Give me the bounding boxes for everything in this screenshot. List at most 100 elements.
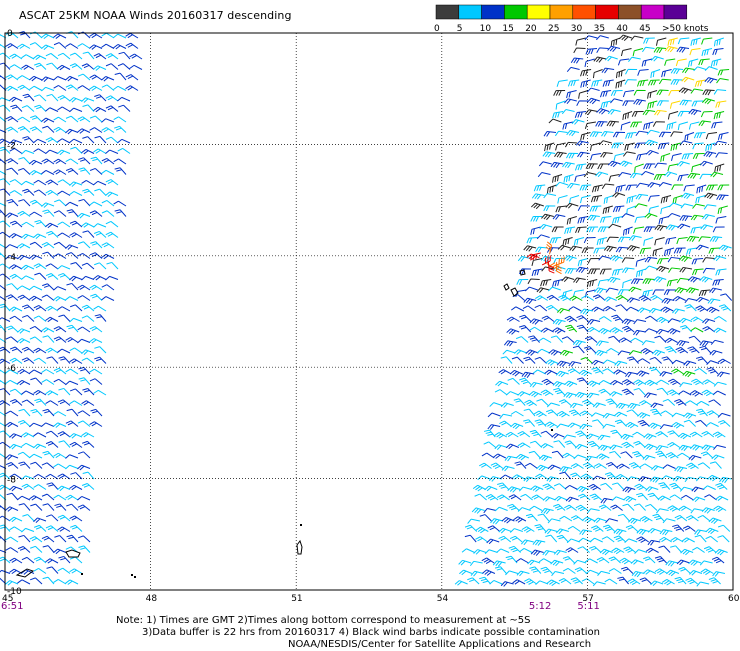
wind-barb xyxy=(93,65,107,71)
wind-barb xyxy=(705,535,719,543)
wind-barb xyxy=(573,454,587,460)
wind-barb xyxy=(581,578,595,585)
wind-barb xyxy=(523,356,536,364)
wind-barb xyxy=(5,116,19,123)
wind-barb xyxy=(45,525,59,532)
wind-barb xyxy=(77,73,91,81)
wind-barb xyxy=(620,121,631,131)
wind-barb xyxy=(712,390,726,396)
wind-barb xyxy=(540,389,554,397)
wind-barb xyxy=(622,279,632,289)
wind-barb xyxy=(33,189,47,196)
wind-barb xyxy=(656,379,670,385)
wind-barb xyxy=(715,482,728,490)
wind-barb xyxy=(65,420,79,427)
wind-barb xyxy=(597,163,610,170)
wind-barb xyxy=(664,58,676,66)
wind-barb xyxy=(595,121,608,127)
wind-barb xyxy=(612,482,625,490)
wind-barb xyxy=(89,127,103,133)
wind-barb xyxy=(677,432,692,440)
wind-barb xyxy=(702,89,715,96)
wind-barb xyxy=(584,109,598,115)
wind-barb xyxy=(622,151,636,157)
wind-barb xyxy=(566,90,577,99)
wind-barb xyxy=(576,324,589,333)
wind-barb xyxy=(513,398,526,406)
wind-barb xyxy=(484,485,498,492)
wind-barb xyxy=(625,184,638,191)
wind-barb xyxy=(633,387,646,396)
wind-barb xyxy=(500,474,514,480)
wind-barb xyxy=(33,443,47,450)
wind-barb xyxy=(578,537,592,543)
wind-barb xyxy=(617,576,629,585)
wind-barb xyxy=(21,64,35,70)
wind-barb xyxy=(516,279,529,285)
wind-barb xyxy=(715,100,727,108)
wind-barb xyxy=(21,399,35,406)
wind-barb xyxy=(30,408,43,417)
wind-barb xyxy=(117,63,131,70)
wind-barb xyxy=(699,160,713,167)
wind-barb xyxy=(654,109,667,116)
wind-barb xyxy=(89,368,103,375)
wind-barb xyxy=(672,308,685,315)
wind-barb xyxy=(29,241,43,249)
wind-barb xyxy=(596,557,610,564)
wind-barb xyxy=(559,399,572,406)
wind-barb xyxy=(562,567,576,574)
wind-barb xyxy=(529,505,543,511)
wind-barb xyxy=(671,359,685,365)
wind-barb xyxy=(0,358,11,364)
wind-barb xyxy=(585,569,599,575)
wind-barb xyxy=(500,356,513,364)
wind-barb xyxy=(692,142,704,150)
wind-barb xyxy=(41,535,55,543)
wind-barb xyxy=(628,56,641,62)
wind-barb xyxy=(29,42,43,49)
wind-barb xyxy=(642,454,656,461)
wind-barb xyxy=(687,346,700,354)
wind-barb xyxy=(53,579,67,585)
wind-barb xyxy=(664,46,678,53)
wind-barb xyxy=(485,494,499,501)
wind-barb xyxy=(9,485,23,492)
wind-barb xyxy=(579,184,592,191)
wind-barb xyxy=(22,188,35,196)
note-line-3: NOAA/NESDIS/Center for Satellite Applica… xyxy=(288,639,592,650)
wind-barb xyxy=(704,494,717,501)
wind-barb xyxy=(625,371,638,378)
wind-barb xyxy=(575,430,588,438)
wind-barb xyxy=(630,35,644,41)
wind-barb xyxy=(692,153,705,160)
wind-barb xyxy=(715,216,727,224)
wind-barb xyxy=(600,90,612,98)
wind-barb xyxy=(511,356,524,364)
wind-barb xyxy=(637,307,651,313)
wind-barb xyxy=(602,359,616,364)
wind-barb xyxy=(544,421,558,429)
wind-barb xyxy=(29,422,43,428)
wind-barb xyxy=(513,516,527,523)
wind-barb xyxy=(606,120,619,127)
wind-barb xyxy=(113,200,127,207)
wind-barb xyxy=(0,52,11,60)
wind-barb xyxy=(715,152,728,158)
wind-barb xyxy=(605,398,618,406)
wind-barb xyxy=(657,495,671,501)
y-tick-label: -6 xyxy=(7,364,16,374)
wind-barb xyxy=(647,100,658,109)
y-tick-label: 0 xyxy=(7,29,13,39)
wind-barb xyxy=(701,98,715,105)
wind-barb xyxy=(636,536,649,543)
wind-barb xyxy=(496,548,510,553)
wind-barb xyxy=(41,44,55,51)
wind-barb xyxy=(667,318,681,324)
wind-barb xyxy=(534,356,547,364)
wind-barb xyxy=(686,235,700,242)
wind-barb xyxy=(602,368,615,375)
wind-barb xyxy=(42,209,55,217)
wind-barb xyxy=(718,244,732,252)
wind-barb xyxy=(597,570,611,576)
